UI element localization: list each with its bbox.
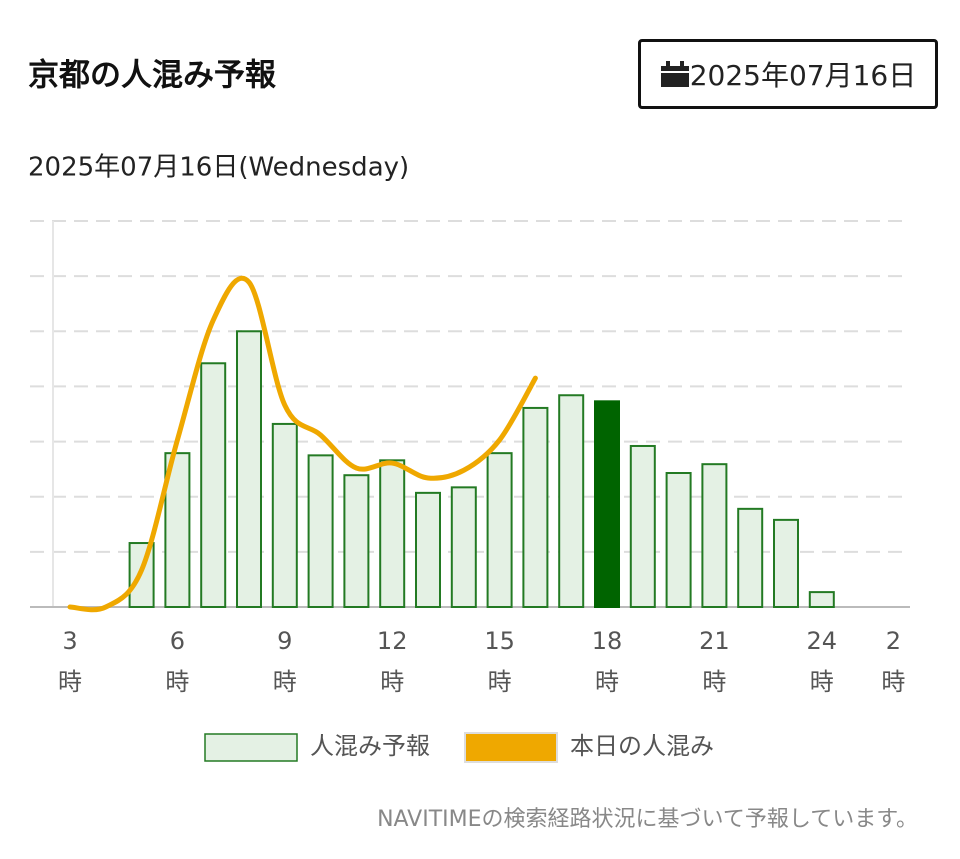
bar (307, 454, 334, 608)
bar (808, 591, 835, 609)
bar (522, 406, 549, 609)
legend-label: 本日の人混み (570, 732, 714, 760)
bar (343, 474, 370, 608)
bar (773, 518, 799, 608)
chart-subtitle: 2025年07月16日(Wednesday) (28, 153, 409, 183)
bar (629, 444, 656, 608)
x-tick-label: 18 時 (592, 627, 623, 696)
bar (236, 330, 262, 608)
bar (271, 422, 298, 608)
line (67, 275, 538, 613)
bar (665, 472, 692, 609)
x-tick-label: 24 時 (807, 627, 838, 696)
bar (558, 394, 585, 608)
legend-swatch (464, 732, 558, 763)
footnote: NAVITIMEの検索経路状況に基づいて予報しています。 (377, 807, 918, 832)
date-button-label: 2025年07月16日 (689, 59, 917, 92)
x-tick-label: 15 時 (484, 627, 515, 696)
calendar-icon (660, 61, 689, 87)
date-button[interactable]: 2025年07月16日 (638, 39, 938, 109)
bar (379, 459, 406, 608)
legend-label: 人混み予報 (310, 732, 430, 760)
bar (594, 400, 620, 608)
bar (737, 507, 764, 608)
bar (486, 452, 513, 608)
bar (701, 463, 728, 608)
legend-swatch (204, 733, 298, 762)
bar (415, 491, 441, 608)
x-tick-label: 12 時 (377, 627, 408, 696)
bar (200, 362, 227, 609)
bar (450, 486, 477, 608)
x-tick-label: 21 時 (699, 627, 730, 696)
page-title: 京都の人混み予報 (28, 58, 277, 94)
